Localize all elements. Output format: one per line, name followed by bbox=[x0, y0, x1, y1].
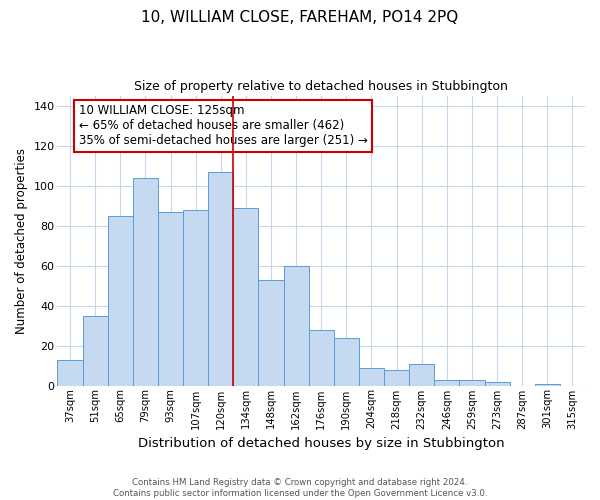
Bar bbox=[334, 338, 359, 386]
Y-axis label: Number of detached properties: Number of detached properties bbox=[15, 148, 28, 334]
Bar bbox=[384, 370, 409, 386]
Bar bbox=[308, 330, 334, 386]
Bar bbox=[485, 382, 509, 386]
Bar bbox=[208, 172, 233, 386]
Bar bbox=[108, 216, 133, 386]
Bar bbox=[284, 266, 308, 386]
Bar bbox=[434, 380, 460, 386]
Bar bbox=[409, 364, 434, 386]
Bar bbox=[233, 208, 259, 386]
Bar bbox=[58, 360, 83, 386]
X-axis label: Distribution of detached houses by size in Stubbington: Distribution of detached houses by size … bbox=[138, 437, 505, 450]
Bar bbox=[259, 280, 284, 386]
Bar bbox=[133, 178, 158, 386]
Title: Size of property relative to detached houses in Stubbington: Size of property relative to detached ho… bbox=[134, 80, 508, 93]
Bar bbox=[183, 210, 208, 386]
Text: Contains HM Land Registry data © Crown copyright and database right 2024.
Contai: Contains HM Land Registry data © Crown c… bbox=[113, 478, 487, 498]
Bar bbox=[535, 384, 560, 386]
Bar bbox=[460, 380, 485, 386]
Bar bbox=[83, 316, 108, 386]
Text: 10, WILLIAM CLOSE, FAREHAM, PO14 2PQ: 10, WILLIAM CLOSE, FAREHAM, PO14 2PQ bbox=[142, 10, 458, 25]
Bar bbox=[158, 212, 183, 386]
Bar bbox=[359, 368, 384, 386]
Text: 10 WILLIAM CLOSE: 125sqm
← 65% of detached houses are smaller (462)
35% of semi-: 10 WILLIAM CLOSE: 125sqm ← 65% of detach… bbox=[79, 104, 367, 148]
